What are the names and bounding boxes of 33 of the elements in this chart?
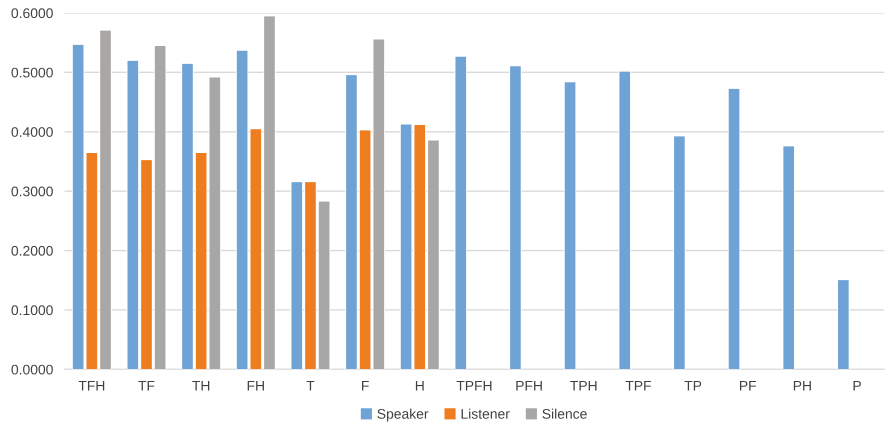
x-tick-label: TPFH <box>456 380 492 391</box>
y-tick-label: 0.6000 <box>11 8 53 18</box>
bar <box>782 146 795 370</box>
x-tick-label: TP <box>684 380 702 391</box>
x-tick-label: TPF <box>626 380 651 391</box>
x-tick-label: TF <box>138 380 154 391</box>
x-tick-label: TPH <box>570 380 596 391</box>
bar <box>837 279 850 370</box>
legend-label: Speaker <box>377 408 428 422</box>
y-tick-label: 0.3000 <box>11 186 53 196</box>
x-tick-label: F <box>362 380 369 391</box>
x-tick-label: PH <box>794 380 811 391</box>
x-tick-label: PF <box>740 380 756 391</box>
y-tick-label: 0.0000 <box>11 364 53 375</box>
x-tick-label: PFH <box>516 380 542 391</box>
y-tick-label: 0.1000 <box>11 305 53 316</box>
x-tick-label: H <box>416 380 424 391</box>
bar <box>673 136 686 370</box>
y-tick-label: 0.4000 <box>11 127 53 137</box>
legend-label: Listener <box>462 408 510 419</box>
x-tick-label: FH <box>248 380 264 391</box>
bar <box>728 88 740 370</box>
bar <box>454 56 467 370</box>
y-tick-label: 0.2000 <box>11 246 53 256</box>
x-tick-label: P <box>854 380 861 391</box>
legend-label: Silence <box>542 408 587 419</box>
x-tick-label: TH <box>192 380 210 391</box>
bar <box>509 65 522 370</box>
x-tick-label: TFH <box>78 380 104 391</box>
y-tick-label: 0.5000 <box>11 68 53 78</box>
x-tick-label: T <box>306 380 314 391</box>
bar <box>564 81 576 370</box>
bar <box>618 70 631 370</box>
